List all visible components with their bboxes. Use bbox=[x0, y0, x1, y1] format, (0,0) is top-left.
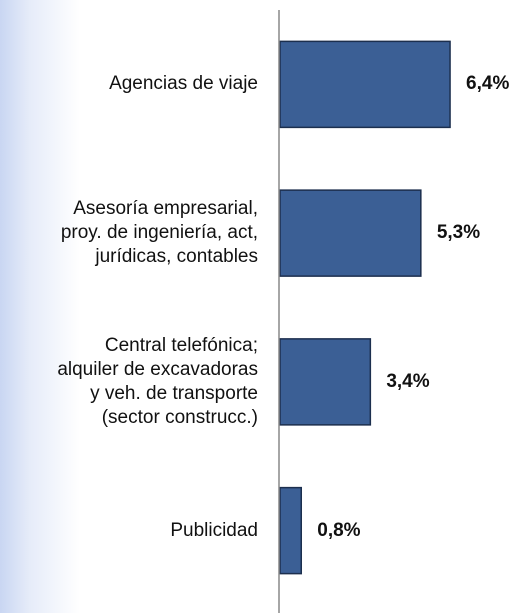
value-label: 5,3% bbox=[436, 222, 481, 244]
value-label: 3,4% bbox=[386, 370, 430, 392]
bar bbox=[279, 189, 422, 277]
category-label: Asesoría empresarial, proy. de ingenierí… bbox=[60, 198, 258, 268]
bar bbox=[279, 40, 451, 129]
value-label: 6,4% bbox=[466, 73, 510, 95]
bar bbox=[279, 486, 303, 575]
value-label: 0,8% bbox=[317, 519, 361, 541]
category-label: Central telefónica; alquiler de excavado… bbox=[57, 334, 258, 428]
category-label: Agencias de viaje bbox=[109, 73, 258, 95]
bar bbox=[279, 338, 372, 426]
category-label: Publicidad bbox=[170, 519, 258, 541]
